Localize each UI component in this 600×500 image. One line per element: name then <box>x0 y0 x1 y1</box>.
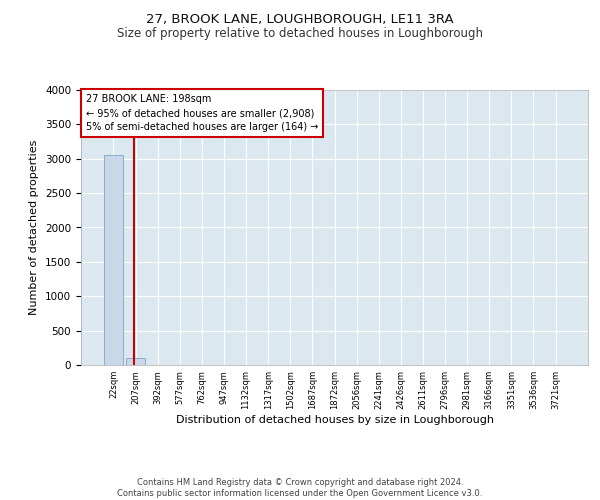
X-axis label: Distribution of detached houses by size in Loughborough: Distribution of detached houses by size … <box>176 414 493 424</box>
Text: Contains HM Land Registry data © Crown copyright and database right 2024.
Contai: Contains HM Land Registry data © Crown c… <box>118 478 482 498</box>
Text: 27 BROOK LANE: 198sqm
← 95% of detached houses are smaller (2,908)
5% of semi-de: 27 BROOK LANE: 198sqm ← 95% of detached … <box>86 94 319 132</box>
Y-axis label: Number of detached properties: Number of detached properties <box>29 140 40 315</box>
Bar <box>126 358 145 365</box>
Bar <box>104 154 123 365</box>
Text: 27, BROOK LANE, LOUGHBOROUGH, LE11 3RA: 27, BROOK LANE, LOUGHBOROUGH, LE11 3RA <box>146 12 454 26</box>
Text: Size of property relative to detached houses in Loughborough: Size of property relative to detached ho… <box>117 28 483 40</box>
